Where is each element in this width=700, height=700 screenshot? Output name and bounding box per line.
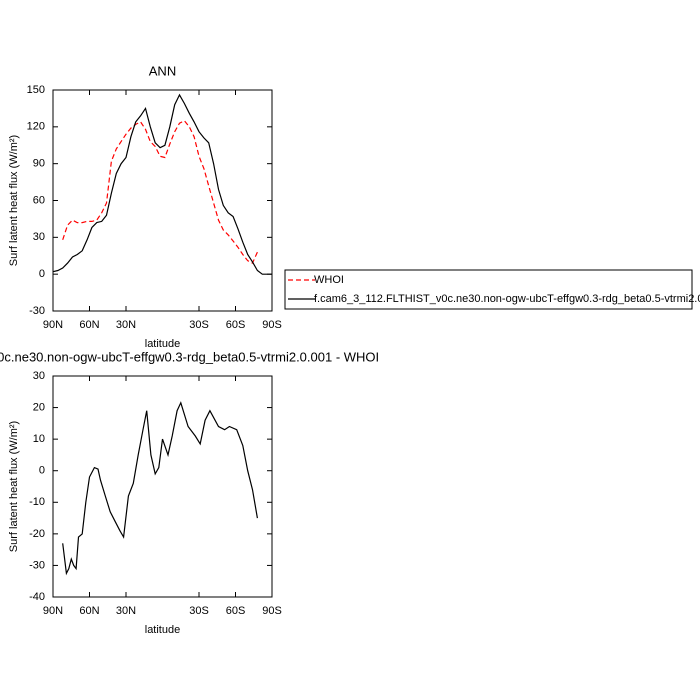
- y-tick-label: -40: [29, 591, 45, 603]
- data-line: [62, 401, 258, 576]
- legend-label: f.cam6_3_112.FLTHIST_v0c.ne30.non-ogw-ub…: [314, 293, 700, 305]
- y-tick-label: -10: [29, 496, 45, 508]
- plot-frame: [52, 89, 273, 312]
- data-line: [52, 93, 272, 275]
- y-axis-label: Surf latent heat flux (W/m²): [8, 421, 20, 552]
- x-tick-label: 30N: [116, 605, 136, 617]
- x-tick-label: 60N: [79, 319, 99, 331]
- y-tick-label: 150: [27, 84, 45, 96]
- y-tick-label: 60: [33, 194, 45, 206]
- x-tick-label: 60N: [79, 605, 99, 617]
- y-axis-label: Surf latent heat flux (W/m²): [8, 135, 20, 266]
- x-axis-label: latitude: [145, 624, 180, 636]
- x-tick-label: 90N: [43, 605, 63, 617]
- y-tick-label: -20: [29, 528, 45, 540]
- x-tick-label: 30S: [189, 605, 209, 617]
- y-tick-label: 20: [33, 401, 45, 413]
- x-tick-label: 60S: [226, 605, 246, 617]
- x-tick-label: 90S: [262, 605, 282, 617]
- y-tick-label: 10: [33, 433, 45, 445]
- y-tick-label: 0: [39, 268, 45, 280]
- y-tick-label: -30: [29, 559, 45, 571]
- y-tick-label: 0: [39, 465, 45, 477]
- plot-frame: [52, 375, 273, 598]
- y-tick-label: 30: [33, 370, 45, 382]
- x-tick-label: 90S: [262, 319, 282, 331]
- chart-title: ANN: [149, 63, 176, 78]
- y-tick-label: 30: [33, 231, 45, 243]
- x-tick-label: 30S: [189, 319, 209, 331]
- chart-title: THIST_v0c.ne30.non-ogw-ubcT-effgw0.3-rdg…: [0, 349, 379, 364]
- x-axis-label: latitude: [145, 338, 180, 350]
- x-tick-label: 60S: [226, 319, 246, 331]
- y-tick-label: -30: [29, 305, 45, 317]
- legend-label: WHOI: [314, 274, 344, 286]
- y-tick-label: 120: [27, 121, 45, 133]
- x-tick-label: 30N: [116, 319, 136, 331]
- y-tick-label: 90: [33, 158, 45, 170]
- x-tick-label: 90N: [43, 319, 63, 331]
- data-line: [62, 119, 258, 264]
- legend-box: [284, 269, 693, 310]
